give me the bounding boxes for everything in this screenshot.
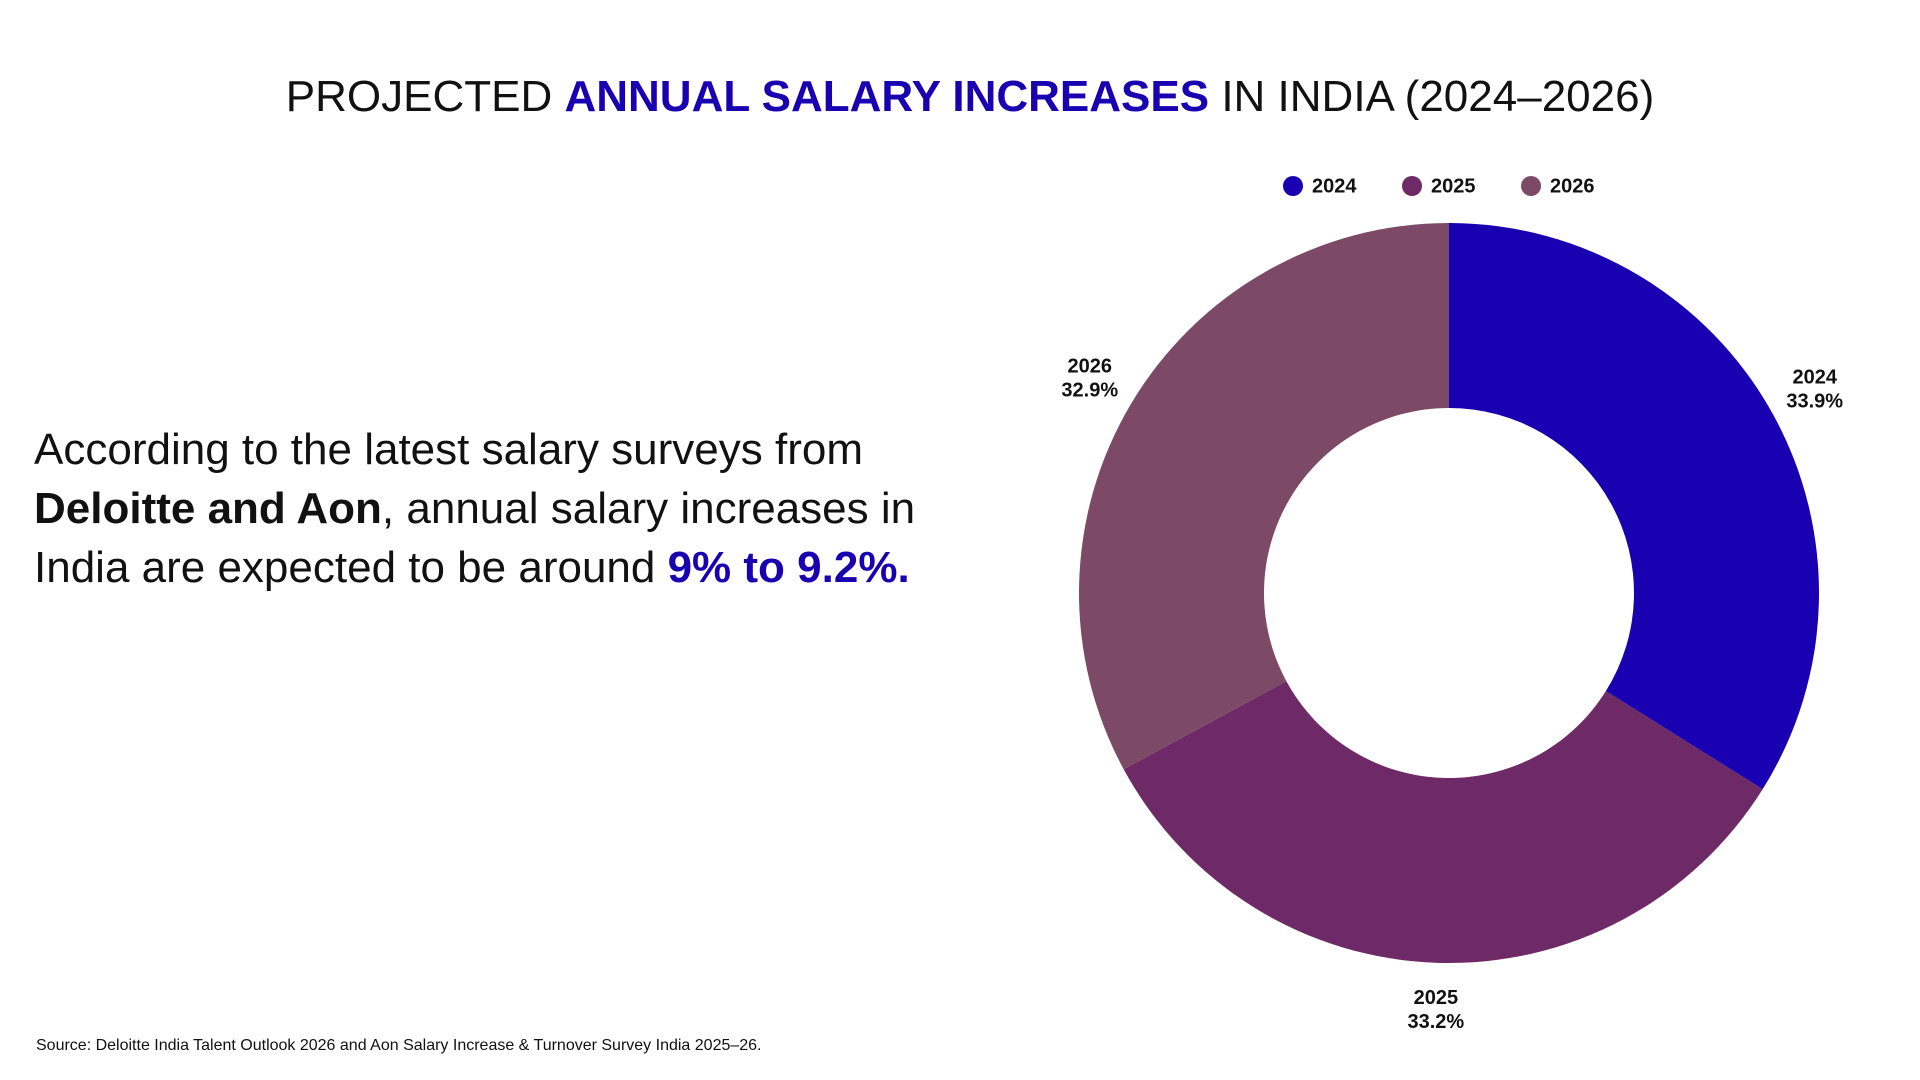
slice-category-label: 2026 [1068,355,1113,377]
highlight-text: 9% to 9.2%. [667,543,910,592]
legend-swatch [1402,176,1422,196]
title-part: IN INDIA (2024–2026) [1221,72,1655,121]
slice-value-label: 32.9% [1061,379,1118,401]
legend-label: 2026 [1550,175,1595,197]
legend-swatch [1521,176,1541,196]
text: According to the latest salary surveys f… [34,425,863,474]
donut-slice [1123,681,1763,964]
title-highlight: ANNUAL SALARY INCREASES [564,72,1210,121]
legend-swatch [1283,176,1303,196]
title: PROJECTED ANNUAL SALARY INCREASES IN IND… [0,72,1920,122]
text: , annual salary increases in India are e… [34,484,916,592]
slice-value-label: 33.9% [1786,391,1843,413]
title-part: PROJECTED [285,72,553,121]
legend-label: 2025 [1431,175,1476,197]
source-note: Source: Deloitte India Talent Outlook 20… [36,1037,762,1054]
donut-slice [1449,223,1820,790]
summary-text: According to the latest salary surveys f… [34,420,964,597]
slice-value-label: 33.2% [1408,1011,1465,1033]
bold-text: Deloitte and Aon [34,484,382,533]
donut-slice [1079,223,1449,770]
legend-label: 2024 [1312,175,1357,197]
slice-category-label: 2025 [1414,987,1459,1009]
slice-category-label: 2024 [1792,367,1837,389]
